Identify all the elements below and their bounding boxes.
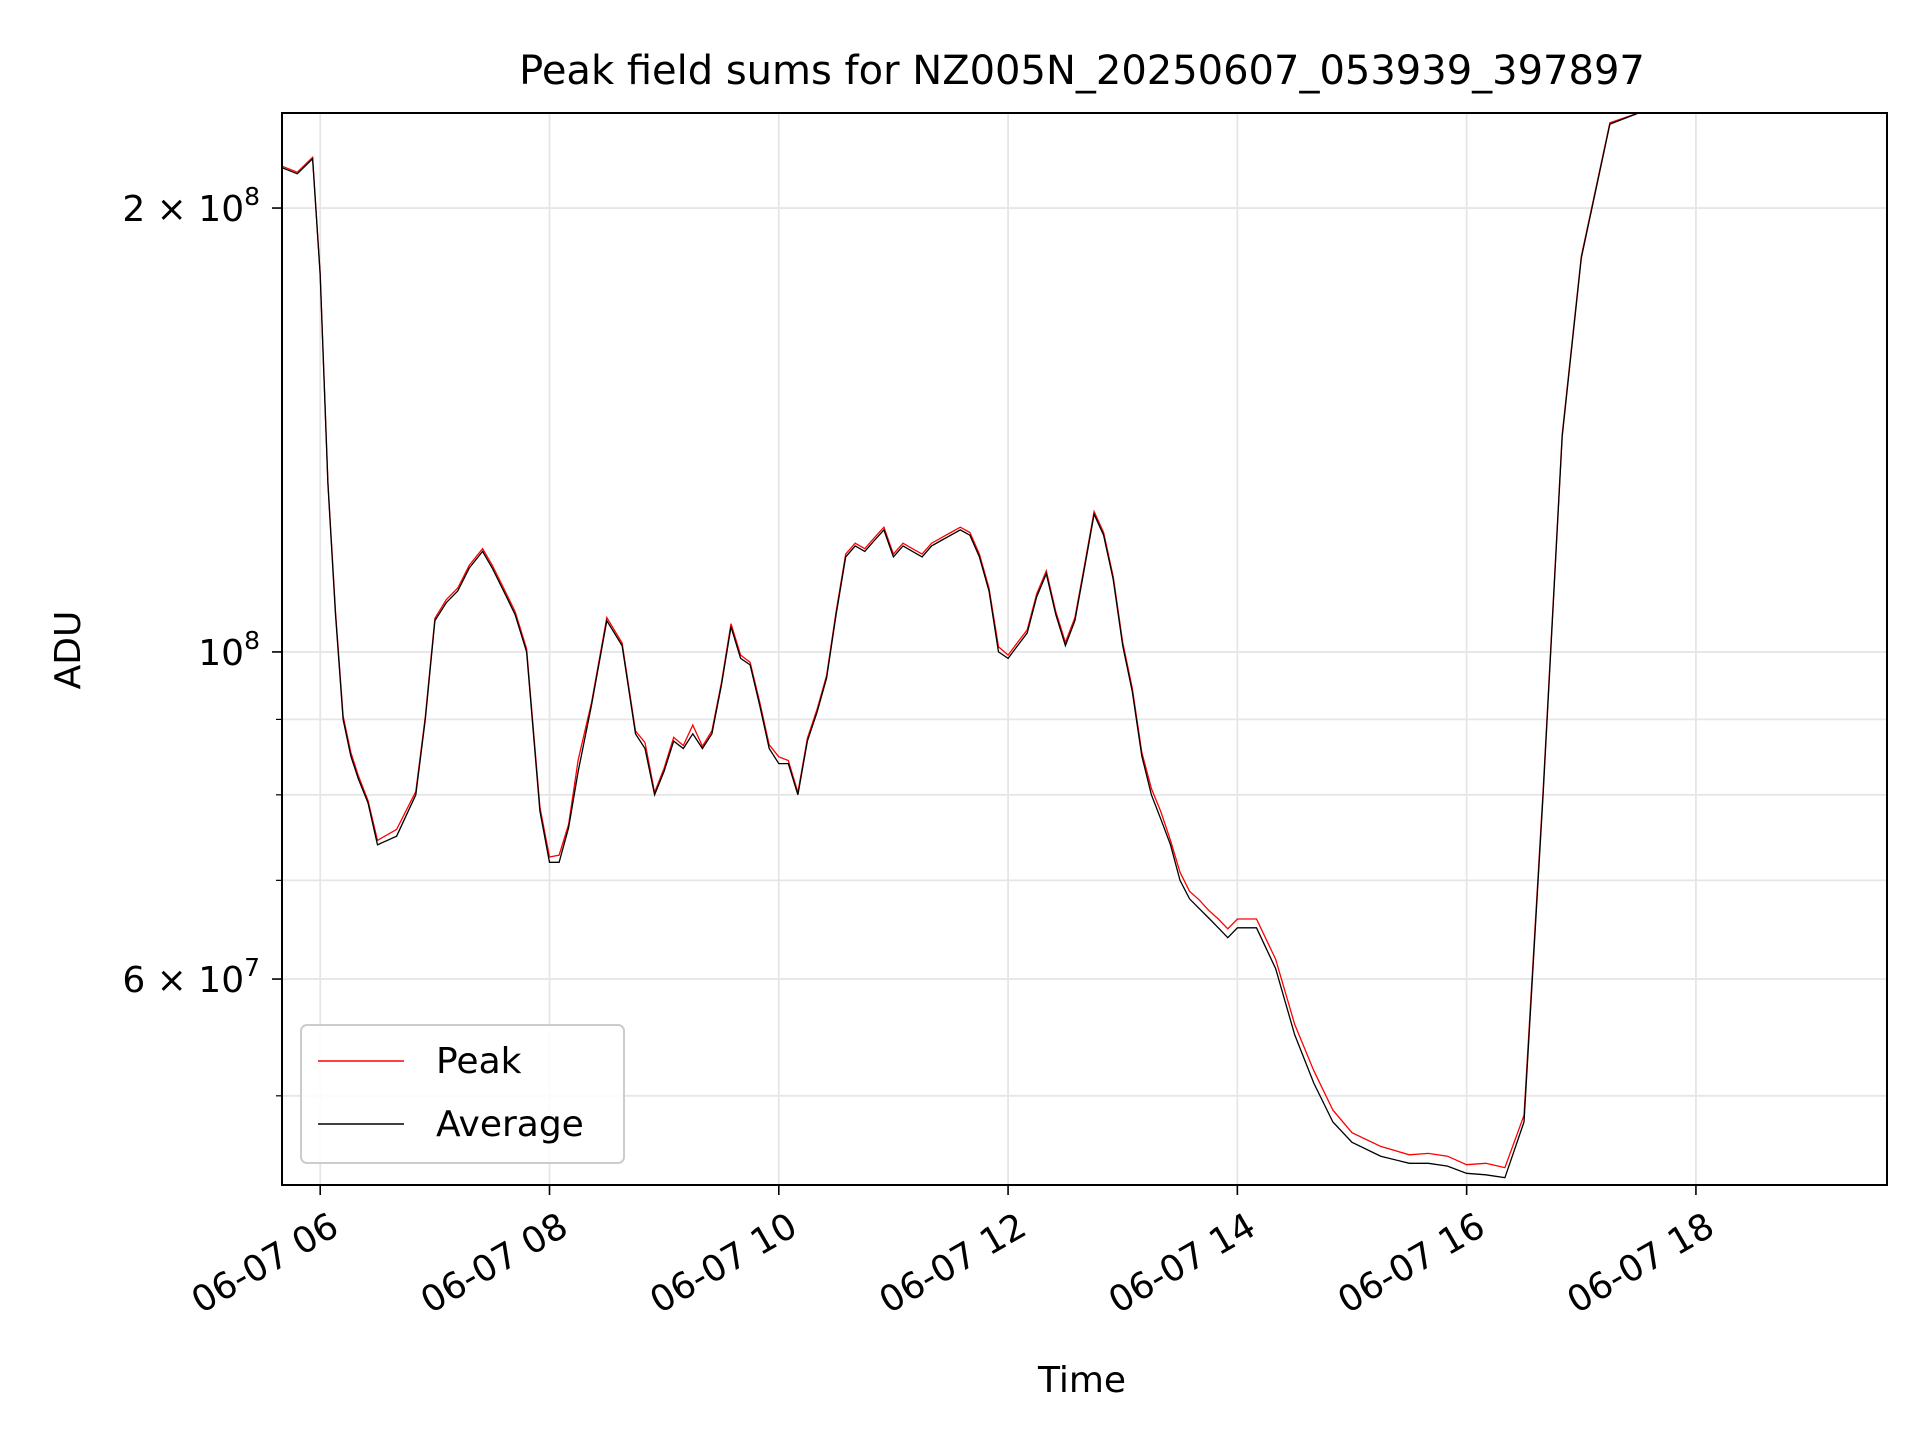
grid-lines [282,113,1887,1185]
y-tick-mantissa: 2 × 10 [122,189,244,230]
y-tick-exponent: 8 [244,182,260,211]
y-tick-mantissa: 6 × 10 [122,960,244,1001]
legend-peak-label: Peak [436,1041,522,1082]
y-axis-label: ADU [48,611,89,690]
series-lines [281,112,1639,1179]
legend-average-label: Average [436,1104,584,1145]
y-tick-mantissa: 10 [198,633,244,674]
legend: Peak Average [300,1024,625,1164]
y-tick-exponent: 7 [244,953,260,982]
peak-series-line [281,112,1639,1169]
average-series-line [281,112,1639,1179]
legend-box [300,1024,625,1164]
y-tick-label: 2 × 108 [122,182,260,230]
y-tick-label: 6 × 107 [122,953,260,1001]
plot-area-frame [281,112,1888,1186]
chart-title: Peak field sums for NZ005N_20250607_0539… [519,48,1645,94]
y-tick-exponent: 8 [244,626,260,655]
x-axis-label: Time [1037,1360,1126,1401]
y-tick-label: 108 [198,626,260,674]
